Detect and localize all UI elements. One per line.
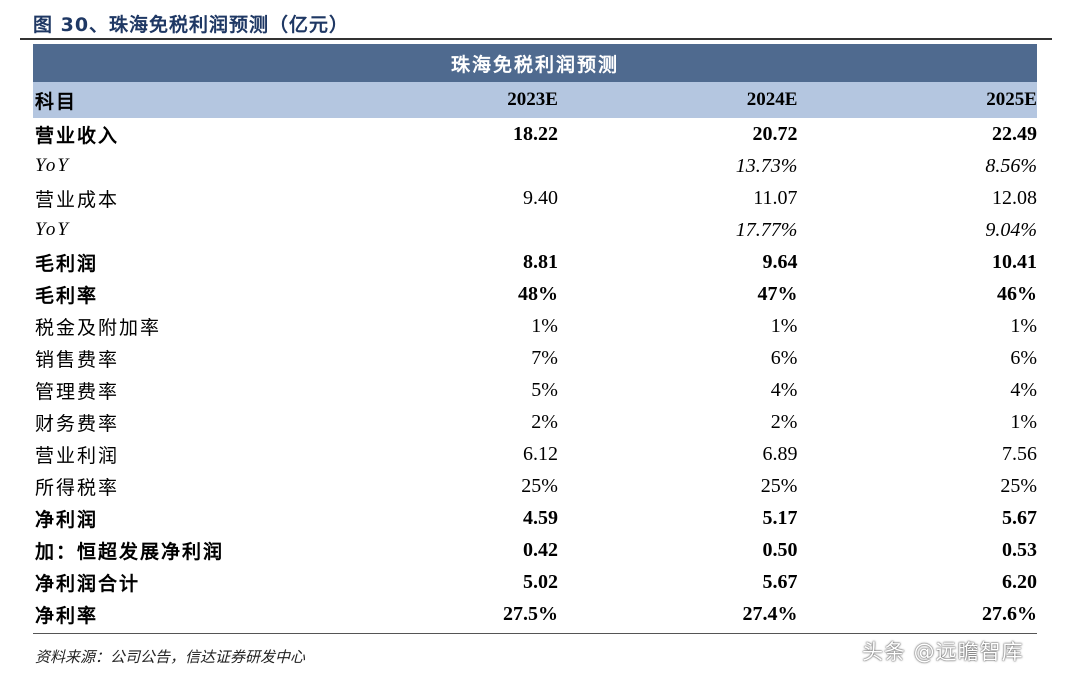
header-2024e: 2024E <box>746 89 798 110</box>
table-row: 营业利润 6.12 6.89 7.56 <box>33 438 1037 470</box>
table-column-header: 科目 2023E 2024E 2025E <box>33 82 1037 118</box>
row-value: 46% <box>996 282 1037 305</box>
row-value: 4.59 <box>522 506 558 529</box>
row-value: 0.50 <box>762 538 798 561</box>
row-value: 5% <box>531 378 558 401</box>
row-label: 营业收入 <box>35 124 120 147</box>
row-value: 6.89 <box>762 442 798 465</box>
row-value: 9.40 <box>522 186 558 209</box>
row-value: 8.81 <box>522 250 558 273</box>
table-body: 营业收入 18.22 20.72 22.49 YoY 13.73% 8.56% 营业成本 9.4… <box>33 118 1037 630</box>
row-value: 2% <box>770 410 798 433</box>
row-label: 管理费率 <box>35 380 120 403</box>
row-value: 1% <box>1010 314 1037 337</box>
row-value: 11.07 <box>753 186 798 209</box>
table-row: 加：恒超发展净利润 0.42 0.50 0.53 <box>33 534 1037 566</box>
title-divider <box>20 38 1052 40</box>
row-value: 27.6% <box>981 602 1037 625</box>
row-value: 0.53 <box>1001 538 1037 561</box>
row-value: 0.42 <box>522 538 558 561</box>
row-value: 20.72 <box>752 122 798 145</box>
row-value: 25% <box>521 474 558 497</box>
table-row: 毛利率 48% 47% 46% <box>33 278 1037 310</box>
row-label: 营业利润 <box>35 444 120 467</box>
table-row: 营业成本 9.40 11.07 12.08 <box>33 182 1037 214</box>
row-value: 7.56 <box>1001 442 1037 465</box>
source-note: 资料来源：公司公告，信达证券研发中心 <box>35 648 306 666</box>
row-label: 加：恒超发展净利润 <box>35 540 225 563</box>
header-2025e: 2025E <box>986 89 1037 110</box>
row-value: 27.5% <box>502 602 558 625</box>
row-value: 25% <box>1000 474 1037 497</box>
figure-title: 图 30、珠海免税利润预测（亿元） <box>33 14 350 36</box>
row-value: 1% <box>531 314 558 337</box>
watermark: 头条 @远瞻智库 <box>862 640 1024 664</box>
row-value: 2% <box>531 410 558 433</box>
row-label: 销售费率 <box>35 348 120 371</box>
row-value: 5.17 <box>762 506 798 529</box>
header-item: 科目 <box>35 90 78 113</box>
row-label: 净利润合计 <box>35 572 141 595</box>
row-label: YoY <box>35 155 70 176</box>
table-row: 销售费率 7% 6% 6% <box>33 342 1037 374</box>
row-value: 8.56% <box>985 154 1037 177</box>
table-bottom-divider <box>33 633 1037 634</box>
row-value: 5.67 <box>1001 506 1037 529</box>
table-row: 净利润合计 5.02 5.67 6.20 <box>33 566 1037 598</box>
table-row: 营业收入 18.22 20.72 22.49 <box>33 118 1037 150</box>
row-label: 净利率 <box>35 604 99 627</box>
row-label: 财务费率 <box>35 412 120 435</box>
table-row: 净利率 27.5% 27.4% 27.6% <box>33 598 1037 630</box>
row-value: 9.04% <box>985 218 1037 241</box>
table-row: 财务费率 2% 2% 1% <box>33 406 1037 438</box>
row-value: 4% <box>770 378 798 401</box>
row-label: 毛利率 <box>35 284 99 307</box>
profit-forecast-table: 珠海免税利润预测 科目 2023E 2024E 2025E 营业收入 18.22 2… <box>33 44 1037 630</box>
header-2023e: 2023E <box>507 89 558 110</box>
row-value: 4% <box>1010 378 1037 401</box>
table-row: 税金及附加率 1% 1% 1% <box>33 310 1037 342</box>
row-value: 48% <box>517 282 558 305</box>
table-row: 毛利润 8.81 9.64 10.41 <box>33 246 1037 278</box>
table-row: YoY 17.77% 9.04% <box>33 214 1037 246</box>
row-value: 1% <box>1010 410 1037 433</box>
row-value: 12.08 <box>991 186 1037 209</box>
row-label: YoY <box>35 219 70 240</box>
row-value: 9.64 <box>762 250 798 273</box>
row-label: 净利润 <box>35 508 99 531</box>
table-row: 净利润 4.59 5.17 5.67 <box>33 502 1037 534</box>
table-row: 管理费率 5% 4% 4% <box>33 374 1037 406</box>
row-value: 5.67 <box>762 570 798 593</box>
row-value: 6.12 <box>522 442 558 465</box>
row-label: 所得税率 <box>35 476 120 499</box>
row-value: 22.49 <box>991 122 1037 145</box>
row-label: 毛利润 <box>35 252 99 275</box>
table-row: 所得税率 25% 25% 25% <box>33 470 1037 502</box>
row-value: 47% <box>757 282 798 305</box>
row-value: 1% <box>770 314 798 337</box>
row-label: 税金及附加率 <box>35 316 162 339</box>
row-value: 6% <box>1010 346 1037 369</box>
row-value: 6% <box>770 346 798 369</box>
row-value: 27.4% <box>742 602 798 625</box>
row-value: 5.02 <box>522 570 558 593</box>
row-value: 10.41 <box>991 250 1037 273</box>
row-value: 18.22 <box>512 122 558 145</box>
row-value: 7% <box>531 346 558 369</box>
table-title: 珠海免税利润预测 <box>33 44 1037 82</box>
row-value: 6.20 <box>1001 570 1037 593</box>
row-label: 营业成本 <box>35 188 120 211</box>
row-value: 17.77% <box>735 218 798 241</box>
row-value: 13.73% <box>735 154 798 177</box>
row-value: 25% <box>760 474 798 497</box>
table-row: YoY 13.73% 8.56% <box>33 150 1037 182</box>
